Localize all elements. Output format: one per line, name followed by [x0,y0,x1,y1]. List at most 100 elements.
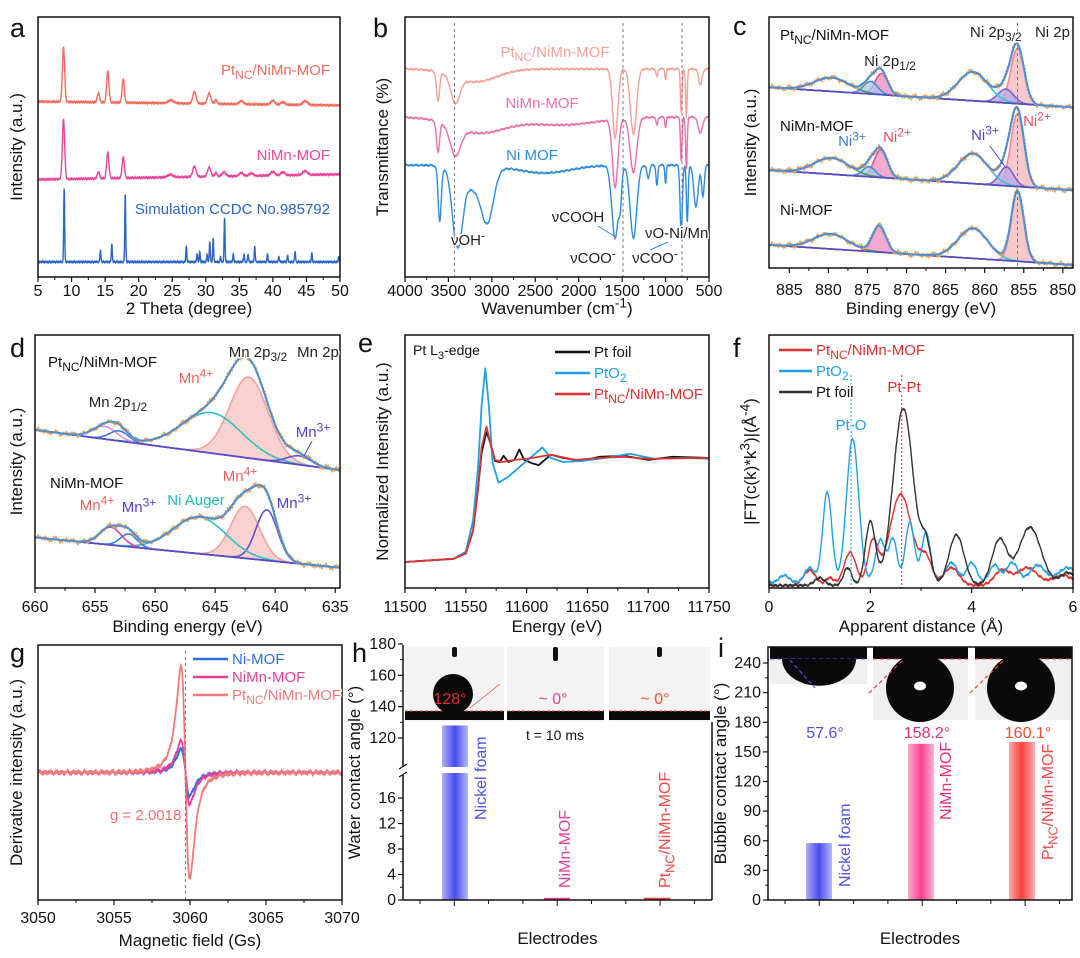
panel-letter: f [733,333,741,363]
annotation-label: Ni 2p3/2 [970,24,1022,44]
annotation-label: νOH- [451,228,485,249]
annotation-label: Mn3+ [296,420,331,441]
bar [544,897,570,900]
text-span: 3000 [474,283,510,300]
text-span: 120 [734,774,761,791]
text-span: e [358,328,373,358]
annotation-label: Ni2+ [883,125,911,146]
text-span: 3 [738,443,753,451]
text-span: NiMn-MOF [50,475,123,492]
text-span: 60 [743,833,761,850]
legend-label: Pt foil [594,344,632,361]
text-span: /NiMn-MOF [848,342,926,359]
x-tick-label: 660 [22,599,49,616]
y-tick-label: 30 [743,862,761,879]
text-span: 30 [743,862,761,879]
series-line [38,46,340,108]
x-tick-label: 0 [765,599,774,616]
text-span: 650 [142,599,169,616]
panel-letter: c [733,11,747,41]
series-label: NiMn-MOF [257,147,330,164]
y-tick-label: 150 [734,744,761,761]
text-span: Intensity (a.u.) [7,408,26,516]
series-line [405,66,709,141]
series-label: PtNC/NiMn-MOF [780,27,889,47]
annotation-label: Ni2+ [1023,109,1051,130]
annotation-label: νCOO- [632,246,678,267]
tangent-line [967,660,1004,696]
text-span: 855 [1010,282,1037,299]
text-span: 25 [163,283,181,300]
x-tick-label: 11500 [383,599,426,616]
text-span: g = 2.0018 [110,807,181,824]
text-span: /NiMn-MOF [626,386,704,403]
text-span: Intensity (a.u.) [7,93,26,201]
plot-area-b [405,66,709,250]
y-tick-label: 8 [387,841,396,858]
text-span: 4 [967,599,976,616]
text-span: Intensity (a.u.) [741,89,760,197]
series-line [38,188,340,265]
text-span: ~ 0° [640,691,669,708]
bar-category-label: Nickel foam [473,736,490,820]
text-span: 140 [369,699,396,716]
panel-letter: a [10,13,26,43]
x-tick-label: 50 [331,283,349,300]
legend-label: Pt foil [816,384,854,401]
electrode-surface [770,647,867,659]
x-tick-label: 875 [854,282,881,299]
y-tick-label: 160 [369,667,396,684]
text-span: 4000 [387,283,423,300]
panel-letter: h [352,638,367,668]
text-span: 1500 [604,283,640,300]
y-axis-label: Intensity (a.u.) [7,93,26,201]
legend-label: Ni-MOF [232,651,285,668]
text-span: 210 [734,685,761,702]
text-span: Mn [179,370,200,387]
text-span: 160.1° [1005,725,1051,742]
x-tick-label: 850 [1049,282,1076,299]
text-span: Mn [296,424,317,441]
text-span: Pt [594,386,609,403]
contact-angle-value: 160.1° [1005,725,1051,742]
panel-letter: i [718,633,724,663]
text-span: t = 10 ms [526,727,584,743]
text-span: NiMn-MOF [257,147,330,164]
text-span: 158.2° [904,725,950,742]
text-span: NC [608,392,626,406]
text-span: 3/2 [1005,30,1022,44]
text-span: 16 [378,790,396,807]
text-span: |FT(c(k)*k [741,450,760,525]
text-span: Nickel foam [837,803,854,887]
text-span: 30 [197,283,215,300]
text-span: NiMn-MOF [938,742,955,820]
text-span: Pt [1040,844,1057,860]
y-axis-label: Derivative intensity (a.u.) [7,679,26,866]
text-span: Ni [838,133,852,150]
text-span: 875 [854,282,881,299]
text-span: 3065 [248,910,284,927]
text-span: Normalized Intensity (a.u.) [373,362,392,560]
bar [908,743,934,900]
x-tick-label: 885 [776,282,803,299]
panel-letter: b [373,13,388,43]
text-span: Ni-MOF [232,651,285,668]
text-span: 128° [433,691,466,708]
text-span: Mn 2p [297,344,339,361]
x-axis-label: Magnetic field (Gs) [119,931,262,950]
text-span: 35 [230,283,248,300]
x-tick-label: 3060 [172,910,208,927]
x-tick-label: 30 [197,283,215,300]
text-span: 860 [971,282,998,299]
text-span: ) [627,299,633,318]
x-tick-label: 40 [264,283,282,300]
axis-break-mark [398,771,408,778]
text-span: 3+ [298,491,312,505]
text-span: 6 [1069,599,1078,616]
series-line [38,118,340,182]
series-label: PtNC/NiMn-MOF [500,44,609,64]
text-span: /NiMn-MOF [80,354,158,371]
legend-label: PtNC/NiMn-MOF [816,342,925,362]
text-span: 3500 [431,283,467,300]
x-tick-label: 500 [696,283,723,300]
